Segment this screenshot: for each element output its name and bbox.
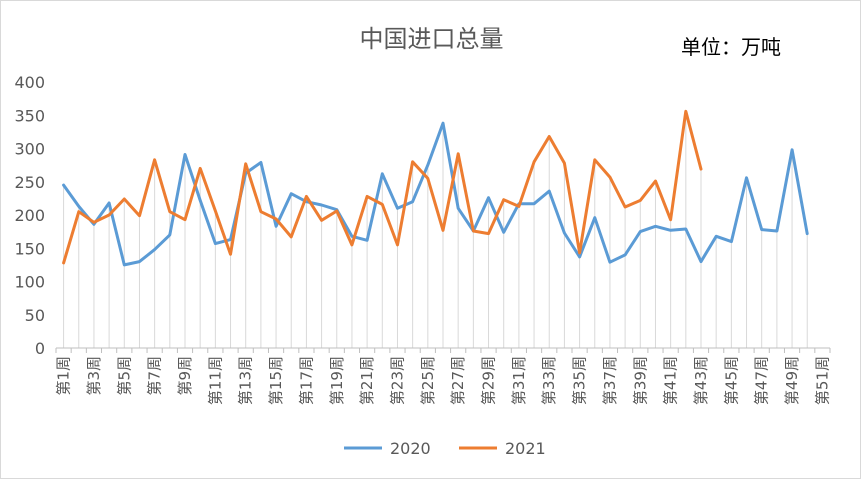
x-tick-label: 第27周 xyxy=(449,356,467,405)
x-tick-label: 第43周 xyxy=(692,356,710,405)
x-tick-label: 第23周 xyxy=(388,356,406,405)
x-tick-label: 第25周 xyxy=(419,356,437,405)
x-tick-label: 第17周 xyxy=(297,356,315,405)
x-tick-label: 第1周 xyxy=(55,356,73,396)
y-tick-label: 250 xyxy=(14,173,45,192)
y-tick-label: 400 xyxy=(14,73,45,92)
x-tick-label: 第41周 xyxy=(662,356,680,405)
x-tick-label: 第37周 xyxy=(601,356,619,405)
x-tick-label: 第45周 xyxy=(722,356,740,405)
x-tick-label: 第39周 xyxy=(631,356,649,405)
x-tick-label: 第5周 xyxy=(115,356,133,396)
series-line-2020 xyxy=(62,121,809,267)
x-tick-label: 第35周 xyxy=(571,356,589,405)
y-tick-label: 100 xyxy=(14,273,45,292)
legend-label-2021: 2021 xyxy=(505,439,546,458)
y-tick-label: 150 xyxy=(14,239,45,258)
y-tick-label: 50 xyxy=(25,306,45,325)
x-tick-label: 第3周 xyxy=(85,356,103,396)
series-line-2021 xyxy=(62,109,703,265)
chart-title: 中国进口总量 xyxy=(359,25,504,53)
x-tick-label: 第29周 xyxy=(480,356,498,405)
x-tick-label: 第19周 xyxy=(328,356,346,405)
y-tick-label: 300 xyxy=(14,140,45,159)
x-tick-label: 第9周 xyxy=(176,356,194,396)
x-tick-label: 第15周 xyxy=(267,356,285,405)
x-tick-label: 第49周 xyxy=(783,356,801,405)
x-tick-label: 第51周 xyxy=(813,356,831,405)
x-tick-label: 第11周 xyxy=(206,356,224,405)
y-tick-label: 350 xyxy=(14,106,45,125)
y-tick-label: 0 xyxy=(35,339,45,358)
y-tick-label: 200 xyxy=(14,206,45,225)
x-tick-label: 第21周 xyxy=(358,356,376,405)
legend-label-2020: 2020 xyxy=(390,439,431,458)
x-tick-label: 第13周 xyxy=(237,356,255,405)
unit-label: 单位：万吨 xyxy=(681,35,781,59)
x-tick-label: 第7周 xyxy=(146,356,164,396)
x-tick-label: 第31周 xyxy=(510,356,528,405)
x-tick-label: 第47周 xyxy=(753,356,771,405)
x-tick-label: 第33周 xyxy=(540,356,558,405)
